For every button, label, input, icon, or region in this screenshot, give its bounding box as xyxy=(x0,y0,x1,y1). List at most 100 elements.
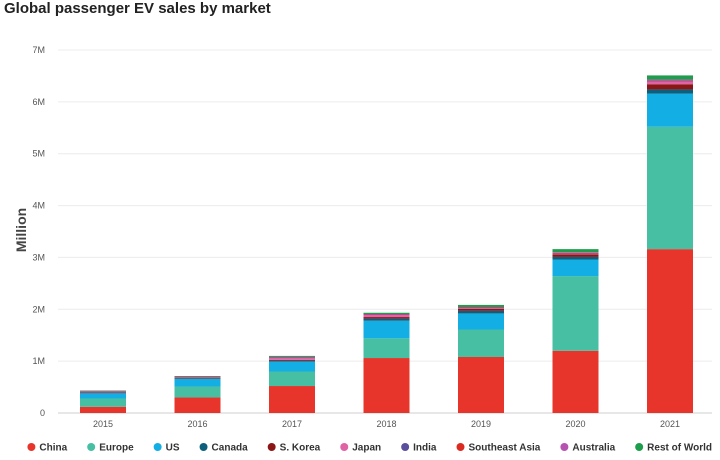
bar-segment xyxy=(458,304,504,307)
bar-segment xyxy=(269,360,315,362)
bar-segment xyxy=(458,307,504,309)
legend-item: China xyxy=(27,443,68,454)
bar-segment xyxy=(458,356,504,413)
y-tick-label: 4M xyxy=(32,201,45,211)
legend-item: S. Korea xyxy=(267,443,321,454)
bar-segment xyxy=(552,350,599,413)
bar-segment xyxy=(80,390,126,392)
bar-segment xyxy=(174,397,221,413)
bar-segment xyxy=(458,313,504,330)
y-axis-label: Million xyxy=(13,208,29,252)
chart-title: Global passenger EV sales by market xyxy=(4,0,271,17)
bar-segment xyxy=(552,252,599,253)
bar-segment xyxy=(458,307,504,308)
bar-segment xyxy=(363,318,410,321)
bar-segment xyxy=(269,386,315,413)
bar-segment xyxy=(174,376,221,378)
y-tick-label: 3M xyxy=(32,252,45,262)
bar-segment xyxy=(647,75,693,80)
x-tick-label: 2021 xyxy=(660,419,680,429)
bar-segment xyxy=(647,126,693,250)
bar-segment xyxy=(269,356,315,358)
legend-item: India xyxy=(401,443,437,454)
bar-segment xyxy=(458,329,504,357)
legend-item: Japan xyxy=(340,443,381,454)
bar-segment xyxy=(363,317,410,319)
legend-item: Southeast Asia xyxy=(456,443,541,454)
bar-segment xyxy=(174,377,221,379)
legend-label: China xyxy=(39,443,67,454)
bar-segment xyxy=(647,89,693,94)
bar-segment xyxy=(552,252,599,254)
legend-swatch xyxy=(456,443,465,451)
legend-label: Canada xyxy=(212,443,249,454)
bar-segment xyxy=(647,81,693,85)
bar-segment xyxy=(647,80,693,82)
bar-segment xyxy=(269,371,315,387)
bar-segment xyxy=(363,338,410,359)
y-axis-ticks: 0 1M 2M 3M 4M 5M 6M 7M xyxy=(32,45,45,418)
legend-label: S. Korea xyxy=(280,443,321,454)
bar-segment xyxy=(458,310,504,314)
bar-segment xyxy=(552,253,599,255)
legend-label: Australia xyxy=(572,443,615,454)
legend-item: Europe xyxy=(87,443,134,454)
bar-segment xyxy=(80,398,126,407)
x-tick-label: 2015 xyxy=(93,419,113,429)
legend-swatch xyxy=(340,443,349,451)
legend-item: Australia xyxy=(560,443,616,454)
x-tick-label: 2019 xyxy=(471,419,491,429)
bar-segment xyxy=(363,358,410,413)
y-tick-label: 5M xyxy=(32,149,45,159)
bar-segment xyxy=(363,314,410,318)
legend-swatch xyxy=(27,443,36,451)
x-tick-label: 2020 xyxy=(565,419,585,429)
legend-swatch xyxy=(153,443,162,451)
bar-segment xyxy=(552,259,599,277)
legend-label: Southeast Asia xyxy=(469,443,541,454)
bar-segment xyxy=(269,357,315,360)
bar-segment xyxy=(80,406,126,413)
legend-item: US xyxy=(153,443,180,454)
bar-segment xyxy=(458,307,504,308)
bar-segment xyxy=(269,359,315,361)
bar-segment xyxy=(174,386,221,398)
bar-segment xyxy=(80,392,126,399)
y-tick-label: 0 xyxy=(40,408,45,418)
legend-item: Rest of World xyxy=(635,443,712,454)
x-axis-ticks: 2015 2016 2017 2018 2019 2020 2021 xyxy=(93,419,680,429)
legend-label: US xyxy=(166,443,180,454)
bars xyxy=(80,75,693,413)
bar-segment xyxy=(552,276,599,351)
y-tick-label: 2M xyxy=(32,304,45,314)
bar-segment xyxy=(647,249,693,413)
legend-swatch xyxy=(560,443,569,451)
legend-swatch xyxy=(401,443,410,451)
legend-label: Japan xyxy=(352,443,381,454)
bar-segment xyxy=(647,84,693,90)
bar-segment xyxy=(269,355,315,357)
bar-segment xyxy=(363,312,410,315)
bar-segment xyxy=(80,390,126,393)
bar-segment xyxy=(80,392,126,393)
bar-segment xyxy=(174,376,221,377)
bar-segment xyxy=(647,79,693,81)
y-tick-label: 7M xyxy=(32,45,45,55)
bar-segment xyxy=(174,378,221,379)
y-tick-label: 6M xyxy=(32,97,45,107)
bar-segment xyxy=(552,256,599,260)
bar-segment xyxy=(363,320,410,339)
x-tick-label: 2018 xyxy=(376,419,396,429)
legend-item: Canada xyxy=(199,443,249,454)
legend: China Europe US Canada S. Korea Japan India Sou… xyxy=(27,443,712,454)
bar-segment xyxy=(458,308,504,311)
legend-label: India xyxy=(413,443,437,454)
legend-label: Europe xyxy=(99,443,134,454)
bar-segment xyxy=(647,93,693,127)
bar-segment xyxy=(174,378,221,387)
bar-segment xyxy=(552,254,599,257)
bar-segment xyxy=(363,314,410,315)
legend-swatch xyxy=(635,443,644,451)
bar-segment xyxy=(647,81,693,82)
